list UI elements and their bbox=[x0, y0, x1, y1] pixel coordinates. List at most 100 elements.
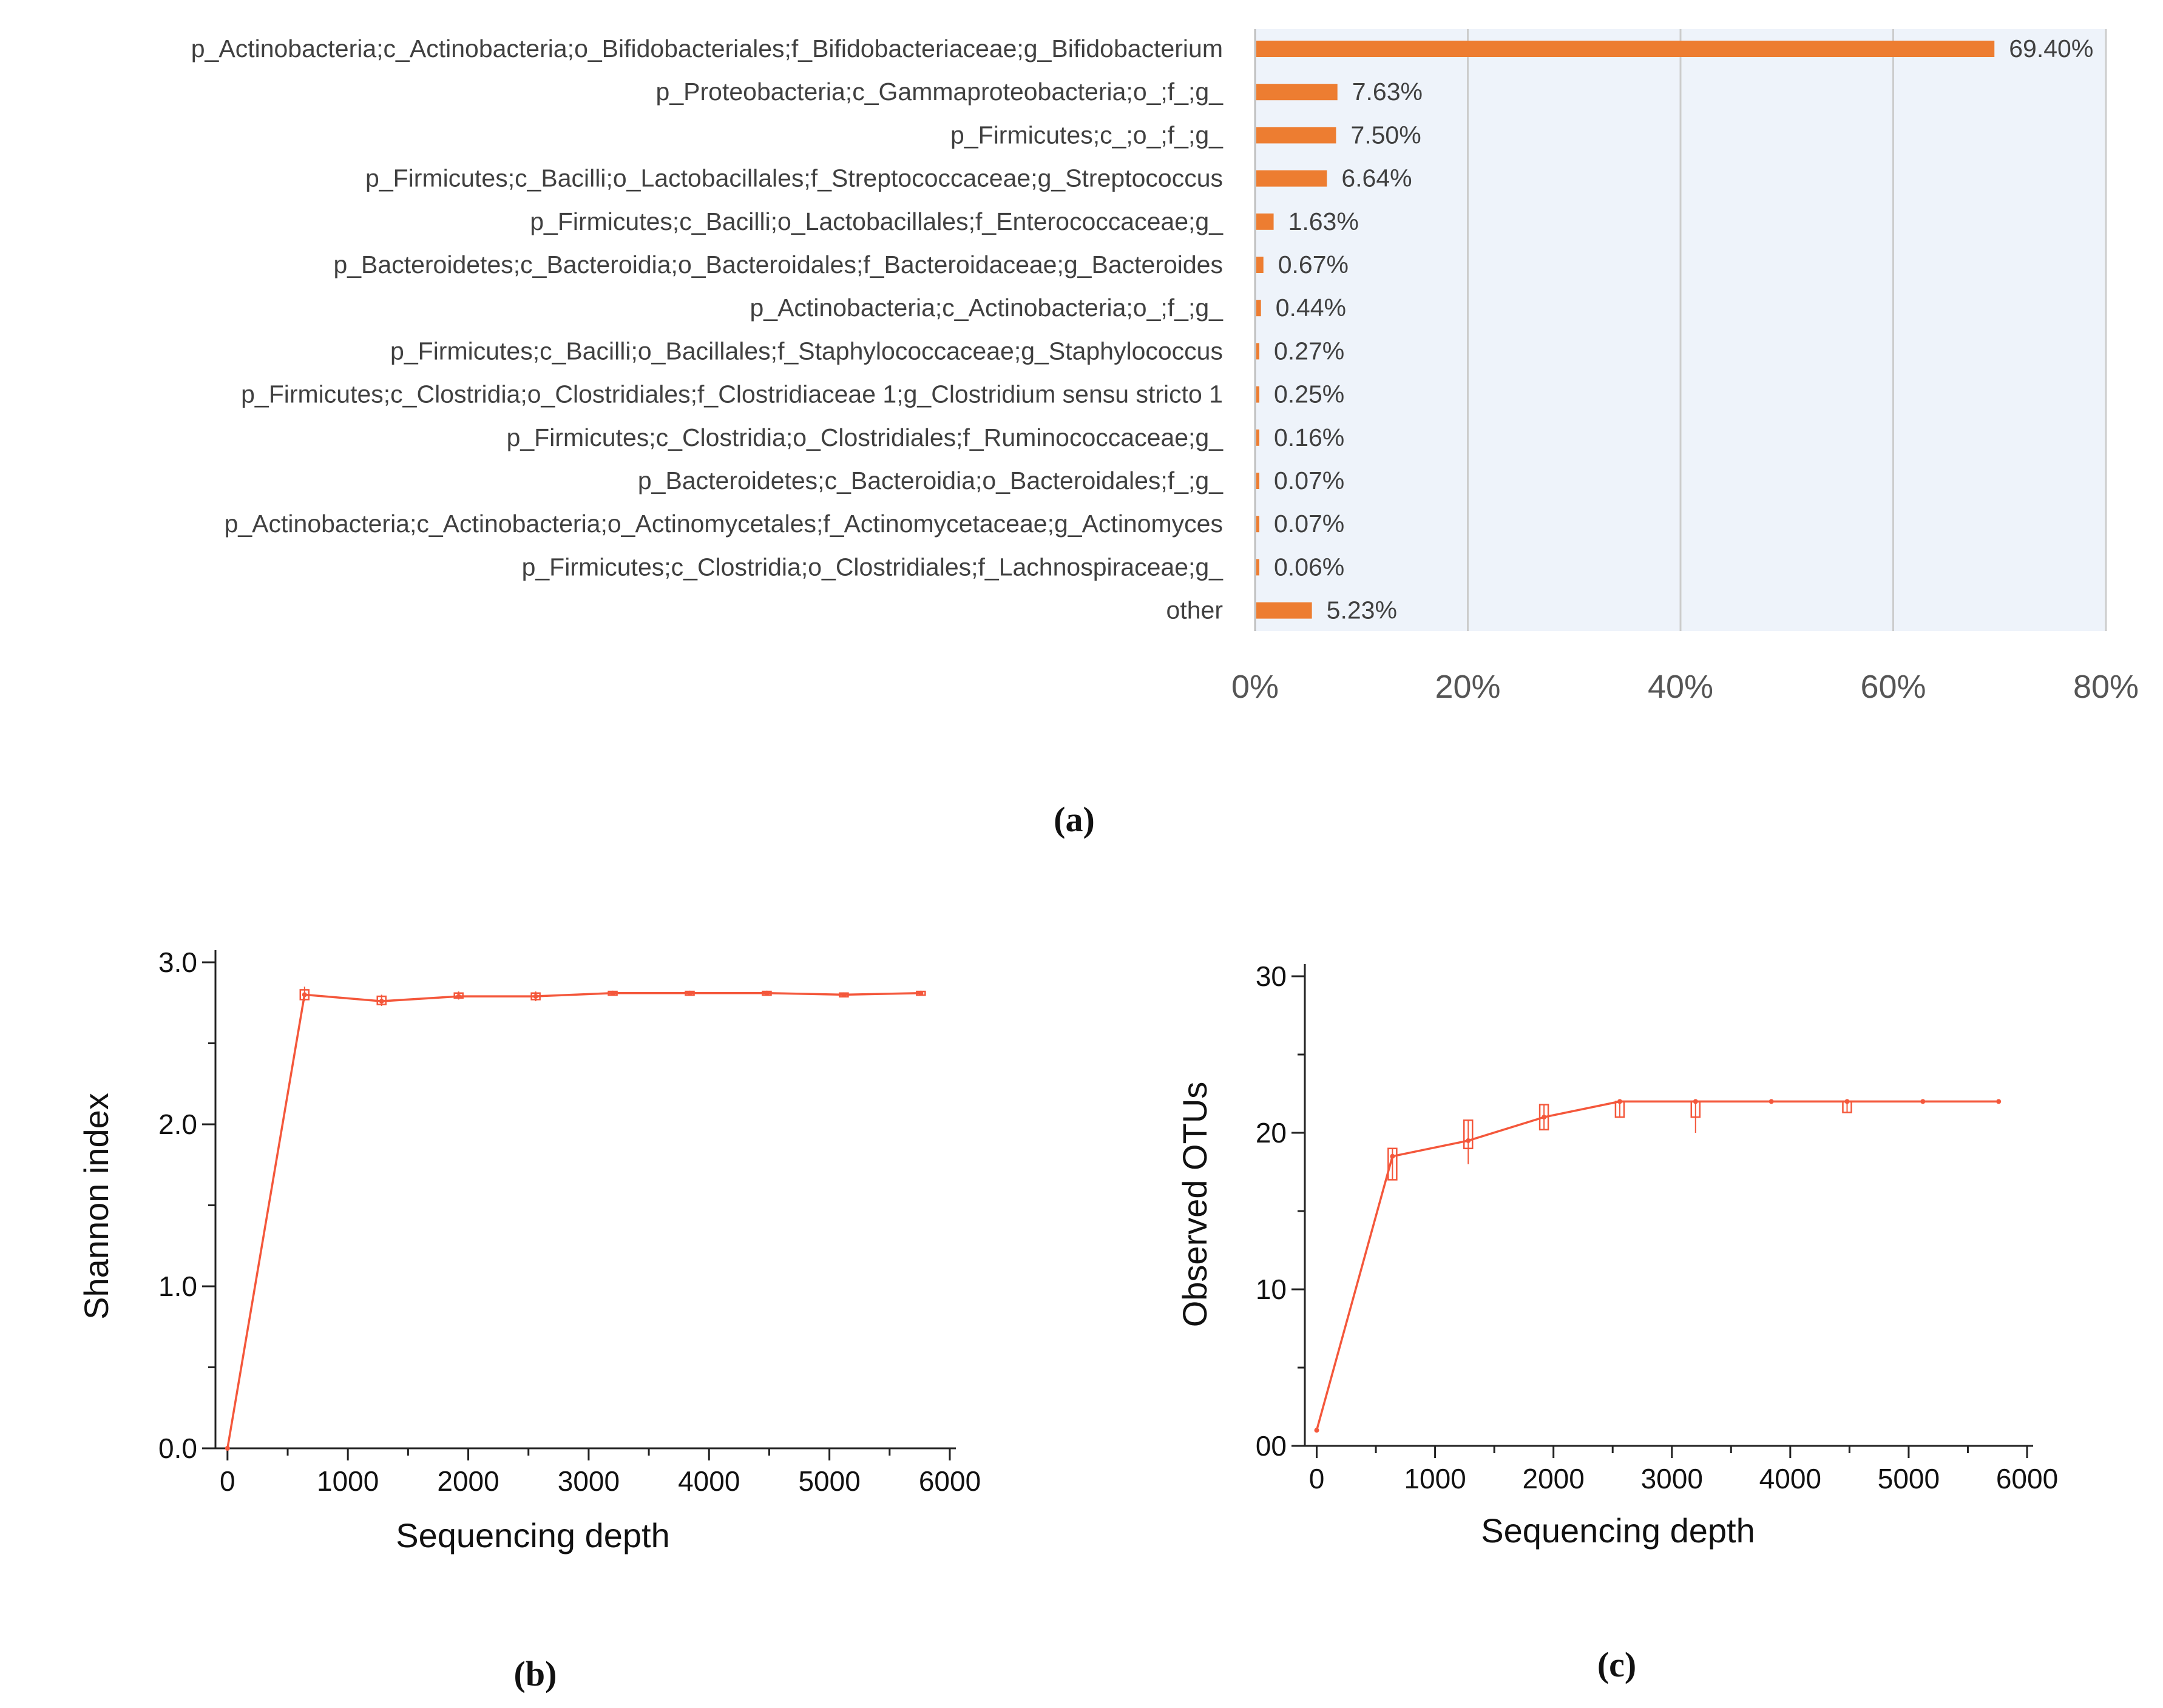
bar bbox=[1256, 84, 1338, 101]
bar bbox=[1256, 213, 1274, 230]
data-point bbox=[1996, 1099, 2002, 1104]
y-tick-label-b: 0.0 bbox=[158, 1433, 197, 1464]
x-tick-label-b: 3000 bbox=[558, 1465, 620, 1497]
category-label: p_Firmicutes;c_Clostridia;o_Clostridiale… bbox=[507, 424, 1224, 451]
bar bbox=[1256, 41, 1995, 57]
bar bbox=[1256, 257, 1264, 273]
data-label: 69.40% bbox=[2009, 35, 2093, 62]
data-point bbox=[1920, 1099, 1926, 1104]
bar bbox=[1256, 300, 1261, 317]
data-label: 0.07% bbox=[1274, 467, 1344, 495]
series-line-c bbox=[1315, 1100, 1999, 1431]
panel-a-bar-chart: 0% 20% 40% 60% 80% p_Actinobacteria;c_Actinob… bbox=[191, 29, 2139, 705]
y-axis-title-b: Shannon index bbox=[77, 1093, 115, 1320]
data-label: 5.23% bbox=[1327, 596, 1397, 624]
data-label: 0.06% bbox=[1274, 553, 1344, 581]
data-label: 0.67% bbox=[1278, 251, 1349, 278]
data-point bbox=[610, 990, 615, 996]
x-tick-label-b: 0 bbox=[220, 1465, 235, 1497]
category-label: p_Firmicutes;c_Bacilli;o_Lactobacillales… bbox=[530, 208, 1224, 235]
category-label: p_Firmicutes;c_Bacilli;o_Bacillales;f_St… bbox=[390, 337, 1223, 365]
data-point bbox=[379, 999, 384, 1004]
y-tick-label-b: 2.0 bbox=[158, 1109, 197, 1140]
data-point bbox=[1844, 1099, 1850, 1104]
x-tick-label-a: 60% bbox=[1860, 669, 1926, 705]
data-point bbox=[1693, 1099, 1698, 1104]
data-point bbox=[764, 990, 770, 996]
data-label: 0.25% bbox=[1274, 380, 1344, 408]
category-label: p_Firmicutes;c_Clostridia;o_Clostridiale… bbox=[522, 553, 1224, 581]
data-point bbox=[918, 990, 924, 996]
y-axis-title-c: Observed OTUs bbox=[1176, 1082, 1214, 1328]
data-point bbox=[225, 1446, 230, 1451]
bar bbox=[1256, 170, 1327, 187]
panel-label-c: (c) bbox=[1597, 1645, 1636, 1684]
data-label: 7.50% bbox=[1350, 121, 1421, 149]
x-tick-label-c: 2000 bbox=[1523, 1463, 1585, 1494]
x-axis-title-c: Sequencing depth bbox=[1481, 1511, 1755, 1550]
y-tick-label-c: 30 bbox=[1256, 960, 1287, 992]
x-tick-label-c: 4000 bbox=[1759, 1463, 1821, 1494]
x-tick-label-c: 3000 bbox=[1641, 1463, 1703, 1494]
data-label: 6.64% bbox=[1341, 164, 1412, 192]
y-tick-label-b: 3.0 bbox=[158, 947, 197, 978]
panel-b-shannon-chart: 0.0 1.0 2.0 3.0 0 1000 2000 3000 4000 5000 6000 Seq… bbox=[77, 947, 981, 1554]
x-tick-label-c: 1000 bbox=[1404, 1463, 1466, 1494]
bar bbox=[1256, 559, 1259, 576]
x-tick-label-a: 80% bbox=[2073, 669, 2139, 705]
panel-label-a: (a) bbox=[1054, 800, 1095, 839]
bar bbox=[1256, 343, 1259, 360]
bar bbox=[1256, 473, 1259, 489]
bar bbox=[1256, 602, 1312, 619]
data-point bbox=[533, 994, 538, 999]
data-label: 7.63% bbox=[1352, 78, 1423, 106]
category-label: other bbox=[1166, 596, 1223, 624]
y-tick-label-b: 1.0 bbox=[158, 1271, 197, 1302]
data-point bbox=[456, 994, 461, 999]
data-point bbox=[1466, 1138, 1471, 1143]
x-tick-label-b: 1000 bbox=[317, 1465, 379, 1497]
data-label: 0.16% bbox=[1274, 424, 1344, 451]
category-label: p_Bacteroidetes;c_Bacteroidia;o_Bacteroi… bbox=[638, 467, 1224, 495]
data-point bbox=[1617, 1099, 1622, 1104]
box bbox=[1387, 1147, 1398, 1181]
x-tick-label-a: 20% bbox=[1435, 669, 1500, 705]
series-line-b bbox=[226, 991, 921, 1449]
data-point bbox=[841, 992, 847, 997]
x-axis-title-b: Sequencing depth bbox=[396, 1516, 670, 1554]
y-tick-label-c: 10 bbox=[1256, 1274, 1287, 1305]
x-tick-label-a: 40% bbox=[1648, 669, 1713, 705]
category-label: p_Firmicutes;c_Clostridia;o_Clostridiale… bbox=[241, 380, 1223, 408]
bar bbox=[1256, 516, 1259, 533]
bar bbox=[1256, 386, 1259, 403]
category-label: p_Actinobacteria;c_Actinobacteria;o_;f_;… bbox=[750, 294, 1224, 322]
category-label: p_Actinobacteria;c_Actinobacteria;o_Bifi… bbox=[191, 35, 1223, 62]
panel-label-b: (b) bbox=[514, 1654, 557, 1693]
x-tick-label-b: 5000 bbox=[798, 1465, 860, 1497]
box bbox=[1463, 1119, 1474, 1150]
data-point bbox=[687, 990, 692, 996]
category-label: p_Actinobacteria;c_Actinobacteria;o_Acti… bbox=[225, 510, 1223, 538]
data-label: 0.44% bbox=[1276, 294, 1346, 322]
data-point bbox=[1314, 1428, 1319, 1433]
data-point bbox=[302, 992, 307, 997]
data-label: 1.63% bbox=[1288, 208, 1359, 235]
x-tick-label-c: 5000 bbox=[1878, 1463, 1940, 1494]
x-tick-label-c: 0 bbox=[1309, 1463, 1325, 1494]
category-label: p_Firmicutes;c_Bacilli;o_Lactobacillales… bbox=[365, 164, 1223, 192]
data-label: 0.07% bbox=[1274, 510, 1344, 538]
y-tick-label-c: 20 bbox=[1256, 1117, 1287, 1149]
bar bbox=[1256, 429, 1259, 446]
data-label: 0.27% bbox=[1274, 337, 1344, 365]
x-tick-label-b: 6000 bbox=[919, 1465, 981, 1497]
y-tick-label-c: 00 bbox=[1256, 1430, 1287, 1462]
x-tick-label-b: 2000 bbox=[437, 1465, 499, 1497]
data-point bbox=[1769, 1099, 1774, 1104]
data-point bbox=[1542, 1115, 1547, 1120]
category-label: p_Firmicutes;c_;o_;f_;g_ bbox=[950, 121, 1224, 149]
panel-c-otu-chart: 00 10 20 30 0 1000 2000 3000 4000 5000 6000 Sequenc… bbox=[1176, 960, 2058, 1550]
bar bbox=[1256, 127, 1336, 144]
x-tick-label-a: 0% bbox=[1231, 669, 1279, 705]
x-tick-label-b: 4000 bbox=[678, 1465, 740, 1497]
